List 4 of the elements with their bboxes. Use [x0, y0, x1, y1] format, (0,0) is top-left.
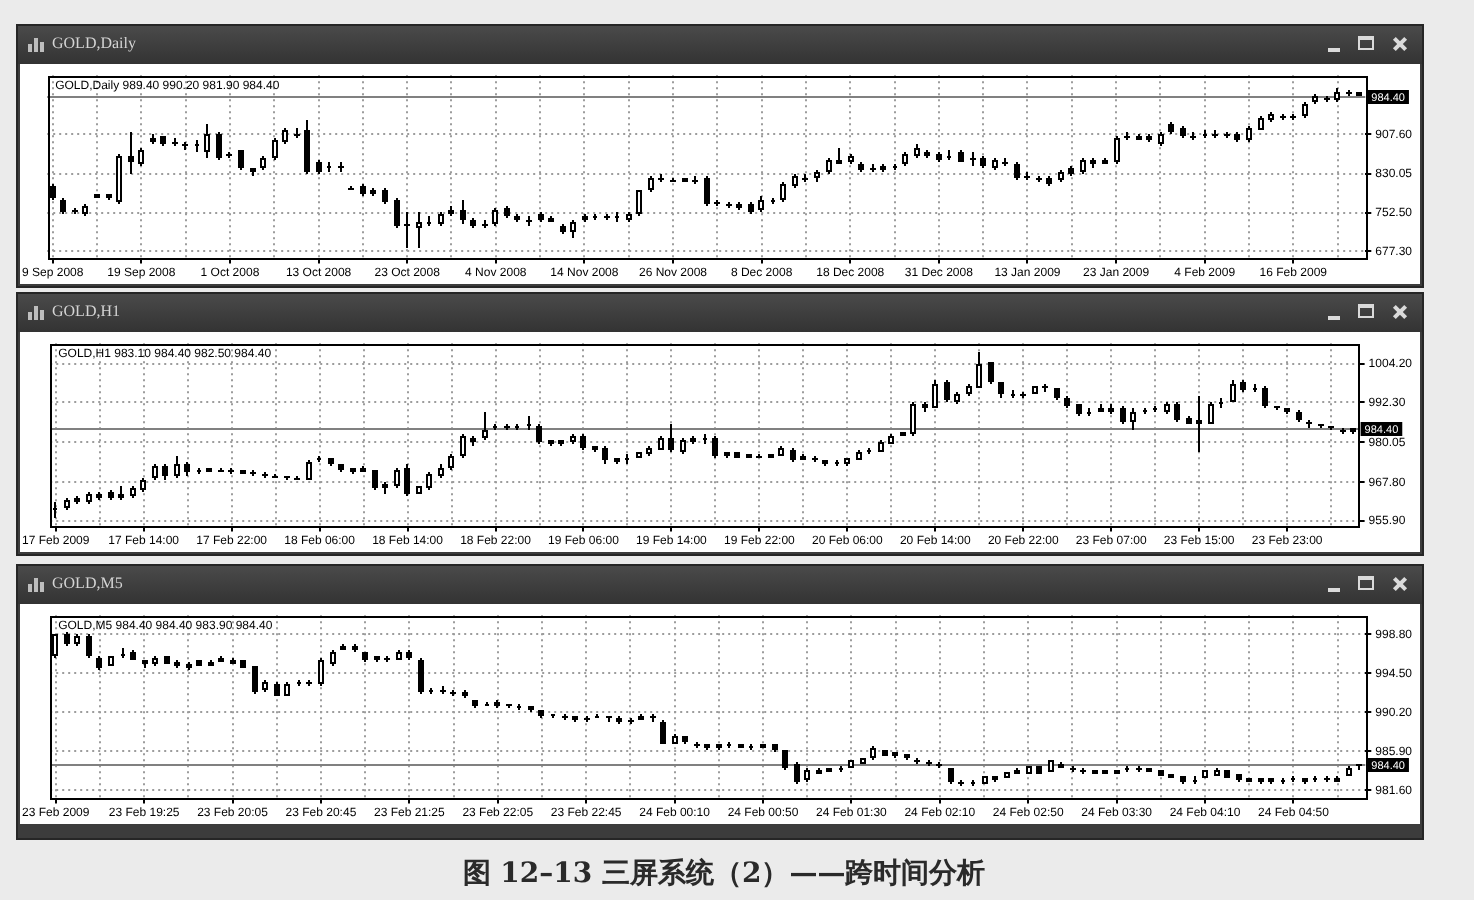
- caption: 图 12–13 三屏系统（2）——跨时间分析: [460, 856, 988, 892]
- chart-title: GOLD,Daily: [52, 34, 136, 54]
- chart-title: GOLD,H1: [52, 302, 120, 322]
- chart-title: GOLD,M5: [52, 574, 123, 594]
